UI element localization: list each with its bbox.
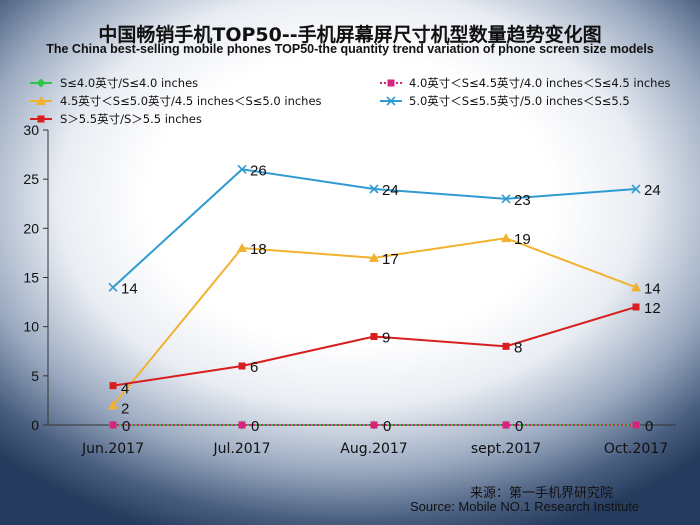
point-s4-1: [238, 362, 246, 370]
legend-label-0: S≤4.0英寸/S≤4.0 inches: [60, 76, 198, 90]
point-s3-0: [108, 282, 118, 292]
point-s1-4: [632, 421, 640, 429]
point-s3-1: [237, 164, 247, 174]
legend-marker-1: [387, 79, 395, 87]
point-s2-2: [369, 252, 379, 262]
data-label-s1-4: 0: [645, 418, 653, 435]
point-s2-4: [631, 282, 641, 292]
point-s4-0: [109, 382, 117, 390]
point-s3-2: [369, 184, 379, 194]
data-label-s4-1: 6: [250, 359, 258, 376]
y-tick-label-0: 0: [31, 417, 39, 433]
point-s3-2-b: [369, 184, 379, 194]
chart-subtitle: The China best-selling mobile phones TOP…: [46, 42, 654, 56]
source-en: Source: Mobile NO.1 Research Institute: [410, 499, 640, 514]
x-tick-label-2: Aug.2017: [340, 441, 407, 457]
data-label-s4-0: 4: [121, 381, 129, 398]
data-label-s4-4: 12: [644, 300, 661, 317]
point-s3-3: [501, 194, 511, 204]
x-tick-label-3: sept.2017: [471, 441, 541, 457]
data-label-s1-3: 0: [515, 418, 523, 435]
point-s4-4: [632, 303, 640, 311]
legend-marker-2: [36, 96, 46, 105]
x-tick-label-0: Jun.2017: [81, 441, 144, 457]
data-label-s3-3: 23: [514, 192, 531, 209]
x-tick-label-4: Oct.2017: [604, 441, 668, 457]
legend-marker-4: [37, 115, 45, 123]
point-s3-0-b: [108, 282, 118, 292]
legend-label-4: S＞5.5英寸/S＞5.5 inches: [60, 112, 202, 126]
data-label-s3-4: 24: [644, 182, 661, 199]
legend-label-3: 5.0英寸＜S≤5.5英寸/5.0 inches＜S≤5.5: [409, 94, 630, 108]
data-label-s2-1: 18: [250, 241, 267, 258]
point-s1-2: [370, 421, 378, 429]
series-layer: [108, 164, 641, 430]
point-s3-4-b: [631, 184, 641, 194]
y-tick-label-5: 25: [23, 171, 39, 187]
data-label-s4-2: 9: [382, 330, 390, 347]
data-label-s1-2: 0: [383, 418, 391, 435]
point-s3-4: [631, 184, 641, 194]
point-s4-2: [370, 333, 378, 340]
data-label-s4-3: 8: [514, 339, 522, 356]
data-label-s1-1: 0: [251, 418, 259, 435]
legend-marker-3: [386, 96, 396, 106]
data-label-s2-3: 19: [514, 231, 531, 248]
series-line-2: [112, 237, 637, 406]
point-s2-3: [501, 233, 511, 243]
series-line-4: [112, 306, 637, 387]
y-tick-label-3: 15: [23, 270, 39, 286]
data-label-s1-0: 0: [122, 418, 130, 435]
point-s2-0: [108, 400, 118, 410]
y-tick-label-4: 20: [23, 220, 39, 236]
point-s1-1: [238, 421, 246, 429]
series-line-3: [112, 168, 637, 289]
legend-label-2: 4.5英寸＜S≤5.0英寸/4.5 inches＜S≤5.0 inches: [60, 94, 322, 108]
y-tick-label-2: 10: [23, 319, 39, 335]
legend-marker-0: [36, 78, 46, 88]
legend: S≤4.0英寸/S≤4.0 inches 4.0英寸＜S≤4.5英寸/4.0 in…: [30, 76, 671, 126]
legend-marker-3-b: [386, 96, 396, 106]
y-tick-label-1: 5: [31, 368, 39, 384]
source-cn: 来源：第一手机界研究院: [470, 485, 614, 500]
point-s3-3-b: [501, 194, 511, 204]
legend-label-1: 4.0英寸＜S≤4.5英寸/4.0 inches＜S≤4.5 inches: [409, 76, 671, 90]
data-label-s3-0: 14: [121, 280, 138, 297]
data-label-s2-4: 14: [644, 280, 661, 297]
point-s1-0: [109, 421, 117, 429]
x-tick-label-1: Jul.2017: [213, 441, 271, 457]
y-tick-label-6: 30: [23, 122, 39, 138]
point-s4-3: [502, 342, 510, 350]
data-label-s3-2: 24: [382, 182, 399, 199]
point-s1-3: [502, 421, 510, 429]
data-label-s3-1: 26: [250, 162, 267, 179]
data-label-s2-0: 2: [121, 400, 129, 417]
point-s2-1: [237, 243, 247, 252]
data-label-s2-2: 17: [382, 251, 399, 268]
chart-title: 中国畅销手机TOP50--手机屏幕屏尺寸机型数量趋势变化图: [98, 24, 602, 46]
point-s3-1-b: [237, 164, 247, 174]
